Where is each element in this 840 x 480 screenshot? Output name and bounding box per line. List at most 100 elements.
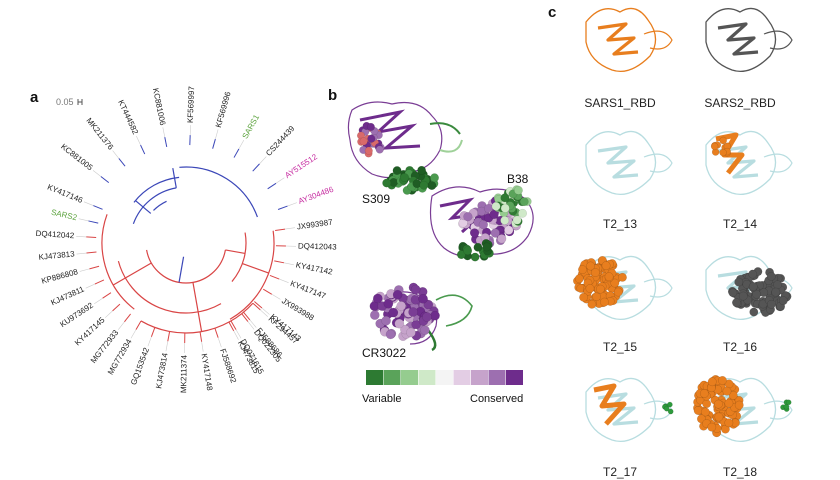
caption-t2-18: T2_18 bbox=[722, 465, 758, 479]
tree-leaf-connector bbox=[78, 218, 89, 222]
atom-sphere bbox=[714, 412, 724, 422]
atom-sphere bbox=[410, 284, 421, 295]
tree-branch-tip bbox=[118, 158, 126, 167]
scale-bar-label: 0.05 bbox=[56, 97, 74, 107]
tree-branch-tip bbox=[252, 163, 260, 172]
tree-branch-tip bbox=[94, 279, 105, 285]
atom-sphere bbox=[500, 216, 510, 225]
atom-sphere bbox=[663, 405, 670, 412]
atom-sphere bbox=[482, 242, 492, 252]
tree-leaf-connector bbox=[83, 201, 94, 206]
atom-sphere bbox=[423, 299, 434, 310]
tree-leaf-connector bbox=[284, 227, 295, 230]
loop bbox=[643, 153, 673, 173]
atom-sphere bbox=[710, 142, 719, 151]
atom-sphere bbox=[618, 272, 627, 282]
atom-sphere bbox=[587, 299, 597, 309]
structure-label-cr3022: CR3022 bbox=[362, 346, 406, 360]
atom-sphere bbox=[759, 288, 769, 298]
atom-sphere bbox=[585, 284, 595, 293]
legend-high-label: Conserved bbox=[470, 393, 523, 405]
tree-leaf-connector bbox=[105, 310, 113, 318]
atom-sphere bbox=[406, 327, 416, 338]
atom-sphere bbox=[430, 173, 439, 183]
protein-ribbon bbox=[705, 377, 777, 443]
tree-leaf-connector bbox=[271, 294, 281, 300]
structure-s309 bbox=[347, 101, 463, 195]
atom-sphere bbox=[595, 284, 605, 294]
tree-root bbox=[178, 256, 185, 283]
tree-branch-tip bbox=[254, 301, 263, 309]
tree-clade-arc bbox=[140, 302, 254, 334]
tree-leaf-connector bbox=[85, 283, 95, 289]
atom-sphere bbox=[734, 277, 744, 287]
atom-sphere bbox=[430, 310, 440, 321]
tree-branch-tip bbox=[88, 220, 99, 224]
atom-sphere bbox=[491, 201, 501, 211]
beta-sheet bbox=[717, 145, 759, 179]
protein-ribbon bbox=[585, 255, 657, 321]
tree-branch-tip bbox=[112, 303, 121, 312]
tree-clade-arc bbox=[133, 176, 180, 203]
structure-cr3022 bbox=[369, 282, 473, 352]
atom-sphere bbox=[578, 265, 587, 275]
panel-b-structures: S309 B38 CR3022 Variable Conserved bbox=[347, 101, 534, 405]
tree-branch-tip bbox=[150, 327, 156, 337]
tree-leaf-connector bbox=[79, 268, 90, 272]
s309-spheres bbox=[357, 121, 439, 195]
atom-sphere bbox=[734, 400, 744, 410]
caption-t2-17: T2_17 bbox=[602, 465, 638, 479]
caption-t2-15: T2_15 bbox=[602, 340, 638, 354]
atom-sphere bbox=[385, 329, 396, 340]
atom-sphere bbox=[366, 122, 375, 131]
atom-sphere bbox=[592, 292, 601, 302]
atom-sphere bbox=[490, 228, 500, 238]
b38-spheres bbox=[456, 185, 532, 262]
atom-sphere bbox=[748, 282, 758, 291]
tree-leaf-connector bbox=[147, 336, 152, 347]
tree-leaf-label: MK211376 bbox=[84, 116, 115, 152]
legend-swatch bbox=[366, 370, 383, 385]
tree-clade-arc bbox=[231, 232, 247, 282]
atom-sphere bbox=[420, 325, 430, 335]
tree-leaf-connector bbox=[249, 319, 257, 328]
tree-leaf-label: KF569997 bbox=[186, 85, 196, 123]
tree-branch-tip bbox=[277, 205, 288, 210]
tree-internal-branch bbox=[192, 282, 203, 332]
beta-sheet bbox=[597, 22, 639, 56]
atom-sphere bbox=[359, 137, 368, 146]
tree-clade-arc bbox=[179, 166, 258, 218]
atom-sphere bbox=[497, 234, 507, 244]
structure-t2-13 bbox=[585, 130, 673, 196]
tree-leaf-label: KC881005 bbox=[59, 142, 95, 173]
tree-branch-tip bbox=[228, 321, 235, 332]
tree-branch-tip bbox=[100, 176, 110, 184]
tree-leaf-label: JX993987 bbox=[296, 217, 333, 231]
tree-internal-branch bbox=[135, 200, 152, 214]
legend-swatch bbox=[401, 370, 418, 385]
tree-internal-branch bbox=[225, 249, 246, 255]
loop bbox=[763, 30, 793, 50]
atom-sphere bbox=[718, 376, 727, 385]
structure-label-s309: S309 bbox=[362, 192, 390, 206]
caption-sars2-rbd: SARS2_RBD bbox=[704, 96, 776, 110]
tree-leaf-connector bbox=[247, 321, 255, 330]
atom-sphere bbox=[388, 307, 399, 318]
tree-leaf-label: KJ473813 bbox=[38, 249, 75, 262]
panel-label-c: c bbox=[548, 4, 556, 21]
tree-leaf-connector bbox=[283, 262, 294, 266]
tree-branch-tip bbox=[269, 274, 280, 280]
atom-sphere bbox=[478, 220, 488, 230]
tree-leaf-label: KT444582 bbox=[116, 99, 140, 137]
atom-sphere bbox=[766, 271, 776, 281]
tree-leaf-label: KJ473814 bbox=[154, 352, 170, 390]
tree-branch-tip bbox=[274, 260, 285, 264]
tree-branch-tip bbox=[140, 144, 146, 155]
atom-sphere bbox=[728, 288, 738, 298]
tree-leaf-label: KY417146 bbox=[46, 183, 85, 206]
tree-branches bbox=[86, 135, 288, 343]
loop bbox=[643, 278, 673, 298]
atom-sphere bbox=[702, 399, 712, 409]
atom-sphere bbox=[408, 307, 418, 317]
